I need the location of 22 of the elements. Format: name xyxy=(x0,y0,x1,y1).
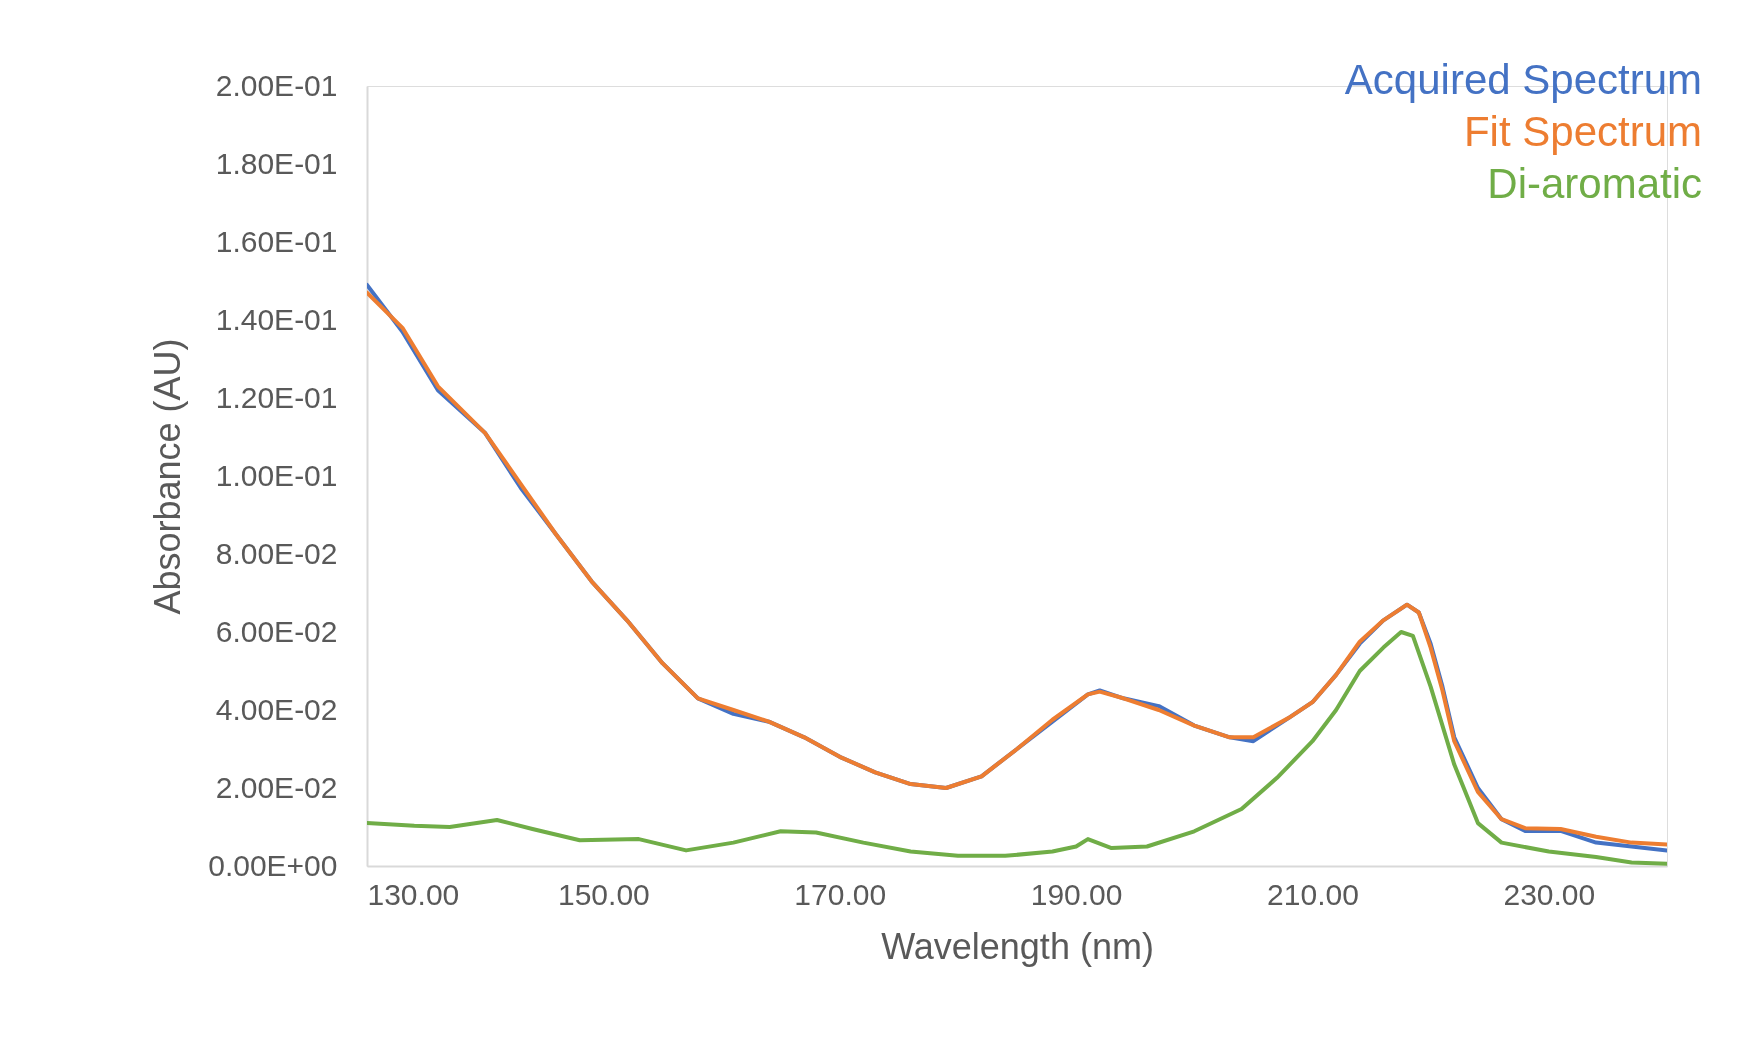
text: Fit Spectrum xyxy=(1463,108,1702,155)
y-tick-label: 2.00E-01 xyxy=(215,68,338,102)
x-tick-label: 230.00 xyxy=(1503,877,1596,911)
y-tick-label: 6.00E-02 xyxy=(215,614,338,648)
y-tick-label: 4.00E-02 xyxy=(215,692,338,726)
y-tick-label: 1.40E-01 xyxy=(215,302,338,336)
y-axis-title: Absorbance (AU) xyxy=(147,338,189,615)
x-tick-label: 170.00 xyxy=(794,877,887,911)
y-tick-label: 1.20E-01 xyxy=(215,380,338,414)
y-tick-label: 1.80E-01 xyxy=(215,146,338,180)
text: Di-aromatic xyxy=(1487,160,1702,207)
y-tick-label: 1.60E-01 xyxy=(215,224,338,258)
y-tick-label: 0.00E+00 xyxy=(208,848,338,882)
x-tick-label: 150.00 xyxy=(557,877,650,911)
x-tick-label: 130.00 xyxy=(367,877,460,911)
x-tick-label: 190.00 xyxy=(1030,877,1123,911)
y-tick-label: 1.00E-01 xyxy=(215,458,338,492)
y-tick-label: 8.00E-02 xyxy=(215,536,338,570)
x-axis-title: Wavelength (nm) xyxy=(881,925,1154,967)
text: Acquired Spectrum xyxy=(1344,56,1702,103)
y-tick-label: 2.00E-02 xyxy=(215,770,338,804)
x-tick-label: 210.00 xyxy=(1267,877,1359,911)
